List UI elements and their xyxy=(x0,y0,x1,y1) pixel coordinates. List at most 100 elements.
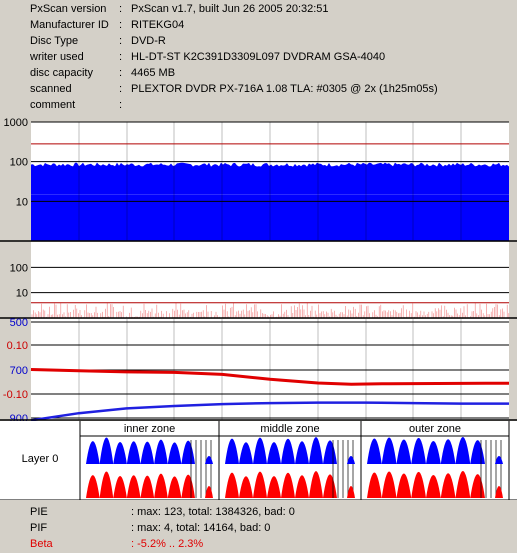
pie-zone-peak xyxy=(347,456,355,464)
stat-row-beta: Beta : -5.2% .. 2.3% xyxy=(0,537,517,553)
pie-zone-peak xyxy=(113,442,127,464)
pif-zone-peak xyxy=(396,473,412,498)
zone-map: Layer 0 inner zone middle zone outer zone xyxy=(0,421,517,500)
stat-row-pif: PIF : max: 4, total: 14164, bad: 0 xyxy=(0,521,517,537)
pif-zone-peak xyxy=(267,476,281,498)
pie-zone-peak xyxy=(323,440,337,464)
info-row-pxscan-version: PxScan version : PxScan v1.7, built Jun … xyxy=(0,2,517,18)
pif-zone-peak xyxy=(426,475,441,498)
pie-zone-peak xyxy=(367,438,382,464)
pie-tick-label: 1000 xyxy=(4,118,28,129)
pie-zone-peak xyxy=(440,439,456,464)
pie-zone-peak xyxy=(99,437,114,464)
pie-chart: 1000 100 10 xyxy=(0,118,517,242)
pif-zone-peak xyxy=(126,475,141,498)
jitter-line xyxy=(30,401,509,422)
jitter-tick-label: -0.10 xyxy=(3,389,28,401)
info-row-manufacturer-id: Manufacturer ID : RITEKG04 xyxy=(0,18,517,34)
stat-value-pif: : max: 4, total: 14164, bad: 0 xyxy=(131,522,271,534)
pif-zone-peak xyxy=(323,474,337,498)
pif-zone-peak xyxy=(239,476,253,498)
zone-name: outer zone xyxy=(409,423,461,435)
pie-tick-label: 10 xyxy=(16,196,28,208)
pif-zone-peak xyxy=(225,472,239,498)
info-colon: : xyxy=(119,19,123,31)
pif-zone-peak xyxy=(205,486,213,498)
pif-zone-peak xyxy=(495,486,503,498)
pie-zone-peak xyxy=(295,441,309,464)
stat-value-pie: : max: 123, total: 1384326, bad: 0 xyxy=(131,506,295,518)
pif-tick-label: 10 xyxy=(16,288,28,300)
pif-zone-peak xyxy=(154,473,168,498)
pif-chart: 100 10 xyxy=(0,242,517,319)
pie-zone-peak xyxy=(205,456,213,464)
zone-name: inner zone xyxy=(124,423,175,435)
pif-zone-peak xyxy=(367,472,382,498)
pif-zone-peak xyxy=(99,471,114,498)
info-label: PxScan version xyxy=(30,3,107,15)
info-row-comment: comment : xyxy=(0,98,517,114)
stat-label-pif: PIF xyxy=(30,522,48,534)
pif-zone-peak xyxy=(347,486,355,498)
pie-zone-peak xyxy=(281,438,295,464)
jitter-tick-label: 700 xyxy=(10,365,28,377)
pif-zone-peak xyxy=(309,471,323,498)
info-label: Disc Type xyxy=(30,35,79,47)
pif-zone-peak xyxy=(113,476,127,498)
pie-zone-peak xyxy=(455,437,471,464)
pie-zone-peak xyxy=(495,456,503,464)
info-label: disc capacity xyxy=(30,67,93,79)
pie-zone-peak xyxy=(140,441,155,464)
pie-zone-peak xyxy=(426,441,441,464)
jitter-tick-label: 0.10 xyxy=(7,340,28,352)
pie-zone-peak xyxy=(86,441,100,464)
pie-zone-peak xyxy=(154,439,168,464)
info-label: Manufacturer ID xyxy=(30,19,109,31)
info-colon: : xyxy=(119,35,123,47)
pie-zone-peak xyxy=(181,440,195,464)
info-value: HL-DT-ST K2C391D3309L097 DVDRAM GSA-4040 xyxy=(131,51,386,63)
info-value: DVD-R xyxy=(131,35,166,47)
info-value: 4465 MB xyxy=(131,67,176,79)
pif-zone-peak xyxy=(181,474,195,498)
pie-zone-peak xyxy=(126,441,141,464)
info-colon: : xyxy=(119,3,123,15)
pie-zone-peak xyxy=(381,437,397,464)
pie-zone-peak xyxy=(396,439,412,464)
pif-zone-peak xyxy=(253,471,267,498)
pif-tick-label: 100 xyxy=(10,262,28,274)
info-label: writer used xyxy=(30,51,84,63)
pie-tick-label: 100 xyxy=(10,157,28,169)
stat-label-pie: PIE xyxy=(30,506,48,518)
info-value: PxScan v1.7, built Jun 26 2005 20:32:51 xyxy=(131,3,329,15)
info-colon: : xyxy=(119,99,123,111)
pie-zone-peak xyxy=(253,437,267,464)
beta-line xyxy=(30,368,509,386)
pif-plot-background xyxy=(31,242,509,318)
stat-value-beta: : -5.2% .. 2.3% xyxy=(131,538,204,550)
pie-zone-peak xyxy=(267,442,281,464)
pif-zone-peak xyxy=(167,476,182,498)
stat-label-beta: Beta xyxy=(30,538,53,550)
info-colon: : xyxy=(119,51,123,63)
info-row-scanned: scanned : PLEXTOR DVDR PX-716A 1.08 TLA:… xyxy=(0,82,517,98)
pif-zone-peak xyxy=(295,475,309,498)
pif-zone-peak xyxy=(381,471,397,498)
info-colon: : xyxy=(119,67,123,79)
info-label: scanned xyxy=(30,83,72,95)
pie-zone-peak xyxy=(309,437,323,464)
jitter-tick-label: 500 xyxy=(10,317,28,329)
pie-zone-peak xyxy=(411,437,426,464)
pie-zone-peak xyxy=(225,438,239,464)
pie-zone-peak xyxy=(239,442,253,464)
layer-label: Layer 0 xyxy=(22,453,59,465)
info-row-disc-capacity: disc capacity : 4465 MB xyxy=(0,66,517,82)
info-colon: : xyxy=(119,83,123,95)
zone-name: middle zone xyxy=(260,423,319,435)
pif-zone-peak xyxy=(140,475,155,498)
info-row-writer-used: writer used : HL-DT-ST K2C391D3309L097 D… xyxy=(0,50,517,66)
info-value: RITEKG04 xyxy=(131,19,185,31)
stat-row-pie: PIE : max: 123, total: 1384326, bad: 0 xyxy=(0,505,517,521)
